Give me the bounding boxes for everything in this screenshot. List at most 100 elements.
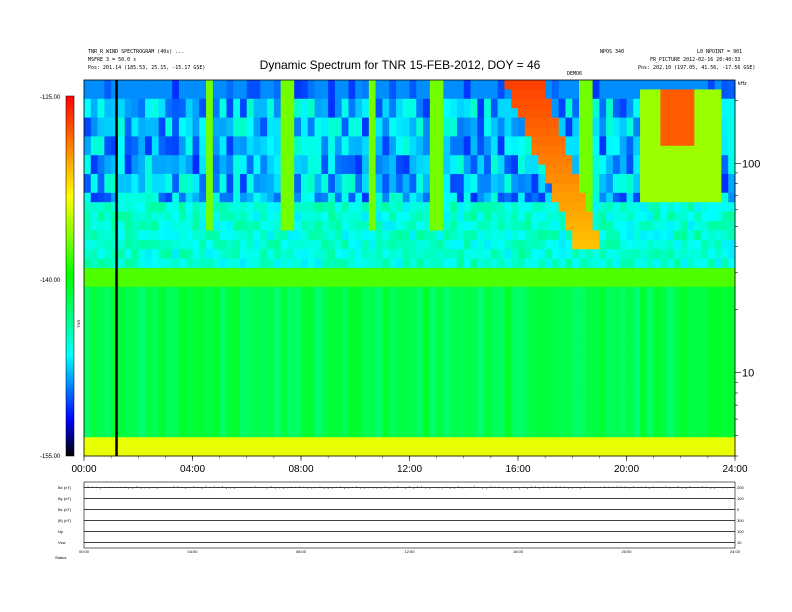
spectrogram-cell	[253, 446, 261, 457]
spectrogram-cell	[470, 409, 478, 419]
spectrogram-cell	[294, 324, 302, 335]
spectrogram-cell	[382, 305, 390, 316]
spectrogram-cell	[456, 399, 465, 410]
spectrogram-cell	[348, 324, 356, 335]
spectrogram-cell	[511, 380, 519, 391]
spectrogram-cell	[558, 117, 566, 128]
spectrogram-cell	[233, 286, 241, 297]
spectrogram-cell	[463, 136, 471, 147]
spectrogram-cell	[450, 315, 458, 325]
spectrogram-cell	[680, 305, 688, 316]
spectrogram-cell	[389, 418, 397, 429]
spectrogram-cell	[518, 98, 526, 109]
spectrogram-cell	[104, 221, 112, 231]
spectrogram-cell	[456, 239, 465, 250]
spectrogram-cell	[531, 352, 539, 363]
spectrogram-cell	[497, 239, 505, 250]
spectrogram-cell	[212, 192, 221, 203]
spectrogram-cell	[694, 127, 702, 137]
spectrogram-cell	[490, 108, 499, 118]
spectrogram-cell	[314, 296, 322, 306]
spectrogram-cell	[192, 362, 200, 372]
spectrogram-cell	[714, 211, 722, 222]
spectrogram-cell	[585, 437, 593, 447]
spectrogram-cell	[687, 108, 695, 118]
spectrogram-cell	[172, 80, 180, 90]
spectrogram-cell	[477, 174, 485, 184]
spectrogram-cell	[463, 268, 471, 278]
spectrogram-cell	[619, 333, 627, 344]
spectrogram-cell	[402, 305, 410, 316]
spectrogram-cell	[382, 145, 390, 156]
spectrogram-cell	[640, 98, 648, 109]
spectrogram-cell	[680, 136, 688, 147]
spectrogram-cell	[192, 371, 200, 382]
aux-data-point	[315, 487, 317, 489]
spectrogram-cell	[640, 136, 648, 147]
spectrogram-cell	[280, 399, 288, 410]
spectrogram-cell	[524, 164, 532, 175]
spectrogram-cell	[260, 362, 268, 372]
spectrogram-cell	[484, 268, 492, 278]
spectrogram-cell	[239, 230, 248, 241]
spectrogram-cell	[687, 446, 695, 457]
aux-data-point	[624, 486, 626, 488]
spectrogram-cell	[321, 98, 329, 109]
spectrogram-cell	[314, 136, 322, 147]
spectrogram-cell	[497, 117, 505, 128]
spectrogram-cell	[626, 239, 634, 250]
spectrogram-cell	[260, 117, 268, 128]
spectrogram-cell	[707, 108, 716, 118]
spectrogram-cell	[721, 362, 729, 372]
spectrogram-cell	[477, 399, 485, 410]
spectrogram-cell	[687, 343, 695, 353]
spectrogram-cell	[423, 371, 431, 382]
spectrogram-cell	[287, 192, 295, 203]
spectrogram-cell	[626, 427, 634, 438]
spectrogram-cell	[321, 333, 329, 344]
spectrogram-cell	[592, 315, 600, 325]
spectrogram-cell	[606, 145, 614, 156]
spectrogram-cell	[90, 136, 98, 147]
spectrogram-cell	[368, 136, 376, 147]
spectrogram-cell	[558, 286, 566, 297]
spectrogram-cell	[253, 268, 261, 278]
spectrogram-cell	[463, 127, 471, 137]
spectrogram-cell	[592, 249, 600, 259]
spectrogram-cell	[585, 268, 593, 278]
spectrogram-cell	[660, 221, 668, 231]
spectrogram-cell	[429, 136, 438, 147]
spectrogram-cell	[199, 258, 207, 269]
spectrogram-cell	[362, 268, 370, 278]
spectrogram-cell	[131, 155, 139, 165]
spectrogram-cell	[382, 174, 390, 184]
spectrogram-cell	[104, 437, 112, 447]
spectrogram-cell	[348, 362, 356, 372]
spectrogram-cell	[416, 117, 424, 128]
spectrogram-cell	[640, 324, 648, 335]
spectrogram-cell	[592, 174, 600, 184]
spectrogram-cell	[572, 268, 580, 278]
spectrogram-cell	[511, 239, 519, 250]
spectrogram-cell	[633, 117, 641, 128]
spectrogram-cell	[375, 305, 383, 316]
spectrogram-cell	[680, 371, 688, 382]
spectrogram-cell	[565, 296, 573, 306]
spectrogram-cell	[504, 418, 512, 429]
spectrogram-cell	[423, 239, 431, 250]
spectrogram-cell	[314, 89, 322, 100]
spectrogram-cell	[673, 89, 682, 100]
spectrogram-cell	[443, 286, 451, 297]
spectrogram-cell	[178, 136, 187, 147]
spectrogram-cell	[497, 230, 505, 241]
spectrogram-cell	[484, 418, 492, 429]
spectrogram-cell	[551, 136, 560, 147]
spectrogram-cell	[714, 174, 722, 184]
spectrogram-cell	[484, 155, 492, 165]
spectrogram-cell	[477, 221, 485, 231]
spectrogram-cell	[619, 399, 627, 410]
spectrogram-cell	[117, 446, 126, 457]
spectrogram-cell	[409, 352, 417, 363]
spectrogram-cell	[470, 333, 478, 344]
spectrogram-cell	[395, 277, 404, 288]
